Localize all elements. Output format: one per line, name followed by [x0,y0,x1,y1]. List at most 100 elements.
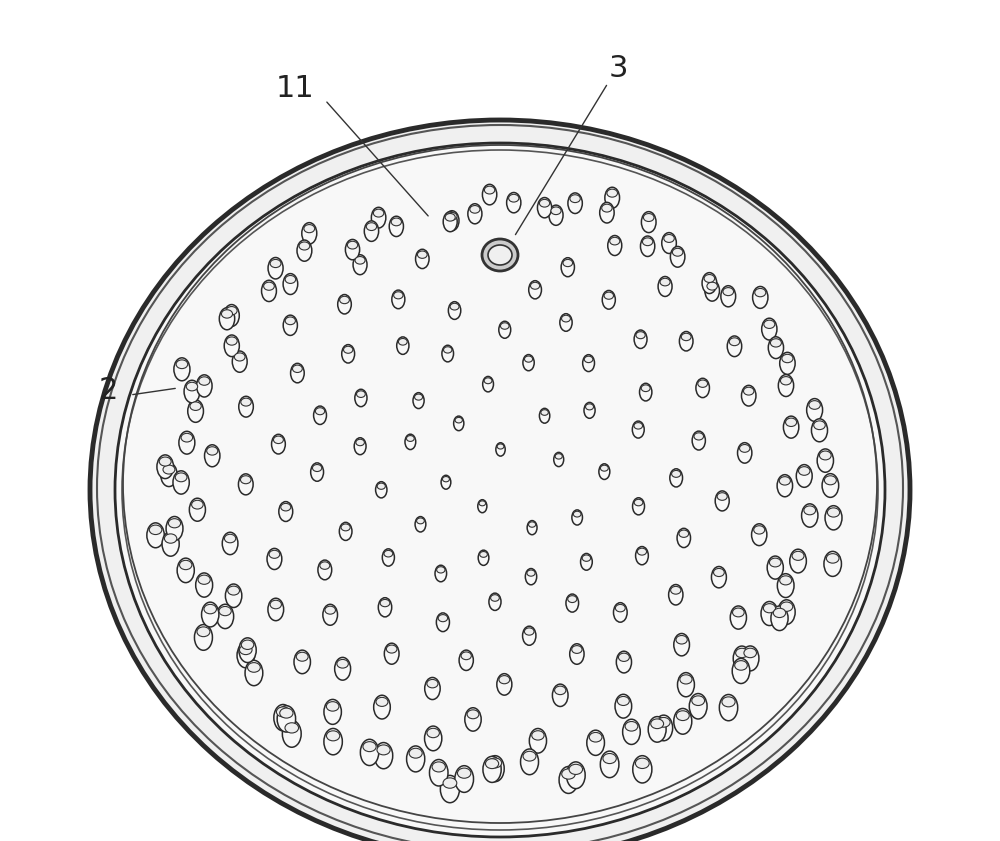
Ellipse shape [802,504,818,527]
Ellipse shape [228,586,240,595]
Ellipse shape [499,321,511,338]
Ellipse shape [285,317,295,325]
Ellipse shape [281,504,291,511]
Ellipse shape [497,444,504,449]
Ellipse shape [736,648,748,658]
Ellipse shape [698,380,708,388]
Ellipse shape [415,394,423,400]
Ellipse shape [363,742,376,752]
Ellipse shape [455,417,462,423]
Ellipse shape [664,235,674,242]
Ellipse shape [197,375,212,397]
Ellipse shape [248,663,260,672]
Ellipse shape [602,204,612,212]
Ellipse shape [499,675,510,684]
Ellipse shape [166,516,183,541]
Ellipse shape [507,193,521,213]
Ellipse shape [157,455,174,479]
Ellipse shape [486,756,504,781]
Ellipse shape [373,209,384,217]
Ellipse shape [443,212,457,232]
Ellipse shape [264,283,274,290]
Ellipse shape [202,602,219,627]
Ellipse shape [733,646,751,671]
Ellipse shape [445,214,455,221]
Ellipse shape [521,749,539,775]
Ellipse shape [642,238,653,246]
Ellipse shape [435,565,447,582]
Ellipse shape [529,281,541,299]
Ellipse shape [450,304,459,310]
Ellipse shape [524,628,534,635]
Ellipse shape [692,696,705,706]
Ellipse shape [677,528,691,547]
Ellipse shape [245,660,263,685]
Ellipse shape [491,595,499,601]
Ellipse shape [270,600,281,609]
Ellipse shape [529,728,547,753]
Ellipse shape [147,523,164,547]
Ellipse shape [181,433,193,442]
Ellipse shape [600,203,614,223]
Ellipse shape [461,652,471,659]
Ellipse shape [744,387,754,395]
Ellipse shape [637,548,647,555]
Ellipse shape [603,754,616,764]
Ellipse shape [777,474,793,497]
Ellipse shape [219,606,231,616]
Ellipse shape [636,547,648,565]
Ellipse shape [179,431,195,454]
Ellipse shape [740,445,750,452]
Ellipse shape [618,653,629,661]
Ellipse shape [326,701,339,711]
Ellipse shape [530,283,540,289]
Ellipse shape [180,560,192,569]
Ellipse shape [304,225,315,233]
Ellipse shape [224,335,239,357]
Ellipse shape [344,346,353,353]
Ellipse shape [415,516,426,532]
Ellipse shape [240,476,251,484]
Ellipse shape [817,449,833,473]
Ellipse shape [176,360,188,368]
Ellipse shape [194,625,212,650]
Ellipse shape [168,519,181,528]
Ellipse shape [197,627,210,637]
Ellipse shape [572,510,582,525]
Ellipse shape [274,705,292,731]
Ellipse shape [190,402,201,410]
Ellipse shape [497,674,512,696]
Ellipse shape [707,283,717,290]
Ellipse shape [189,498,205,521]
Ellipse shape [224,304,239,326]
Ellipse shape [270,259,281,267]
Ellipse shape [613,603,627,622]
Ellipse shape [566,762,585,789]
Ellipse shape [207,447,218,455]
Ellipse shape [763,604,776,613]
Ellipse shape [814,420,825,430]
Ellipse shape [541,410,548,415]
Ellipse shape [457,768,471,778]
Ellipse shape [320,562,330,569]
Ellipse shape [413,393,424,409]
Ellipse shape [442,477,449,482]
Ellipse shape [440,775,459,802]
Ellipse shape [217,605,234,628]
Ellipse shape [163,465,175,474]
Ellipse shape [733,608,744,616]
Ellipse shape [527,521,537,535]
Ellipse shape [374,696,390,719]
Ellipse shape [324,728,342,755]
Ellipse shape [525,569,537,584]
Ellipse shape [347,241,358,249]
Ellipse shape [711,567,726,588]
Ellipse shape [679,530,689,537]
Ellipse shape [623,719,640,744]
Ellipse shape [680,674,692,684]
Ellipse shape [269,550,280,558]
Ellipse shape [778,600,795,624]
Ellipse shape [641,385,650,392]
Ellipse shape [704,274,715,283]
Ellipse shape [635,758,649,769]
